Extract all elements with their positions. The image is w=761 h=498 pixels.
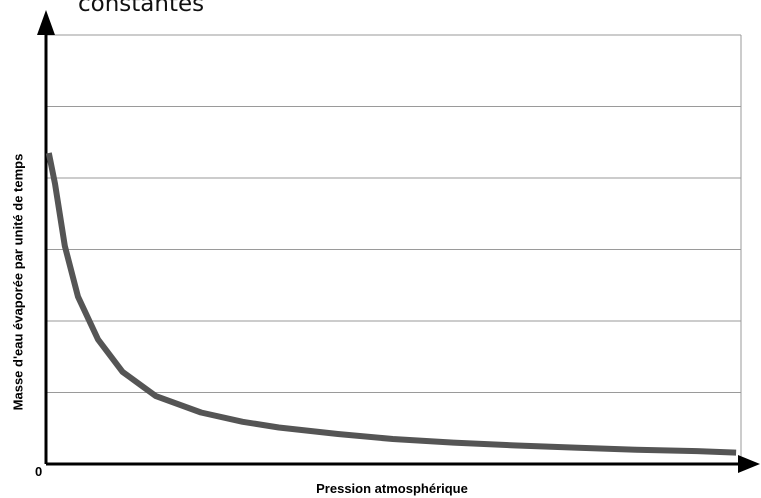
grid (46, 106, 741, 393)
x-axis-label: Pression atmosphérique (316, 481, 468, 496)
y-axis-label: Masse d'eau évaporée par unité de temps (10, 153, 26, 411)
series-line-0 (45, 152, 737, 456)
axes (37, 10, 760, 473)
y-axis-arrow (37, 10, 55, 35)
chart-title: constantes (78, 0, 205, 17)
x-axis-arrow (738, 455, 760, 473)
origin-label: 0 (35, 464, 43, 479)
plot-frame (46, 34, 742, 464)
series-layer (45, 152, 737, 456)
